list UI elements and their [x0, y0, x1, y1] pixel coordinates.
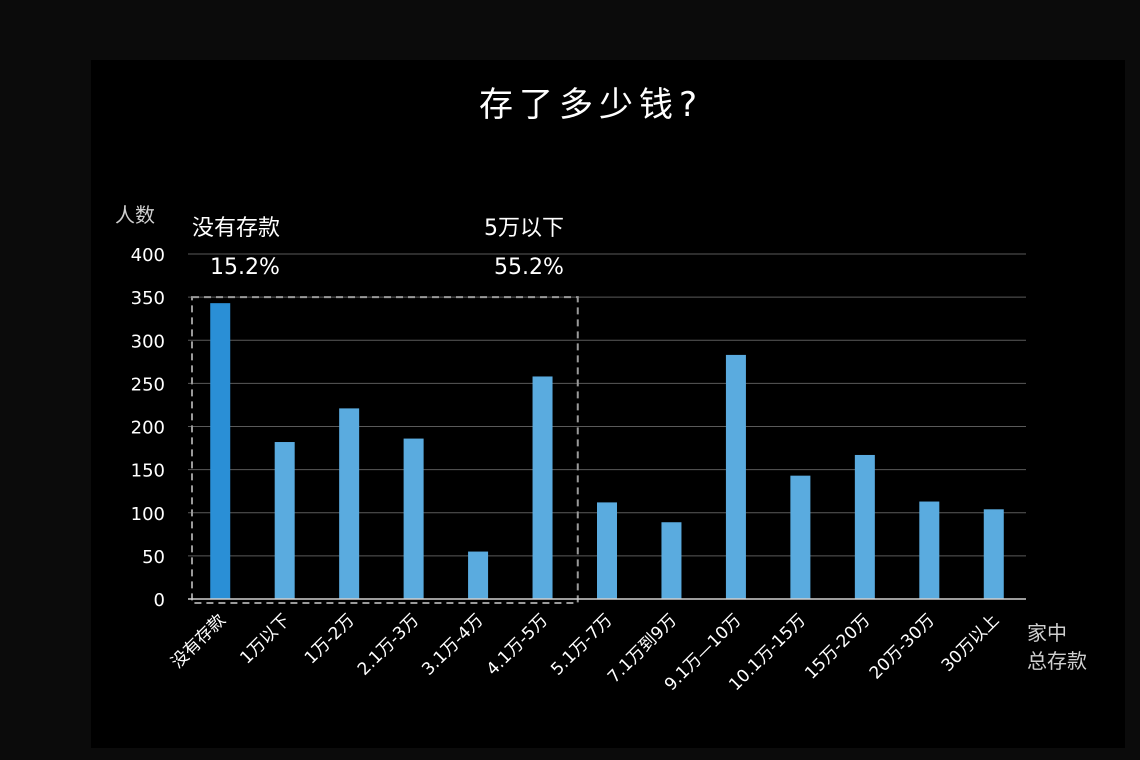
bar-3 — [403, 438, 424, 599]
y-tick-label: 400 — [131, 245, 165, 266]
bar-5 — [532, 376, 553, 599]
x-axis-label: 家中总存款 — [1027, 621, 1087, 673]
x-tick-label: 5.1万-7万 — [547, 610, 616, 679]
dashed-highlight-box — [191, 296, 579, 604]
bar-1 — [274, 442, 295, 599]
x-tick-label: 30万以上 — [938, 610, 1004, 676]
bar-12 — [983, 509, 1004, 599]
chart-slide: 存了多少钱? 人数 0 50 100 150 200 250 300 350 400 没有存款 1… — [91, 60, 1125, 748]
x-tick-label: 15万-20万 — [801, 610, 874, 683]
annotation-under-5w-label: 5万以下 — [484, 216, 564, 241]
annotation-under-5w: 5万以下 55.2% — [484, 216, 564, 280]
bar-9 — [790, 475, 811, 599]
annotation-no-savings-label: 没有存款 — [192, 216, 280, 241]
x-tick-label: 1万-2万 — [301, 610, 359, 668]
x-tick-label: 没有存款 — [168, 610, 230, 672]
bar-8 — [725, 354, 746, 599]
bar-2 — [339, 408, 360, 599]
y-axis-label: 人数 — [115, 203, 155, 227]
bar-6 — [597, 502, 617, 599]
x-tick-labels: 没有存款 1万以下 1万-2万2.1万-3万3.1万-4万4.1万-5万5.1万-7… — [168, 610, 1004, 695]
chart-title: 存了多少钱? — [479, 85, 703, 125]
y-tick-label: 300 — [131, 331, 165, 352]
y-tick-label: 250 — [131, 374, 165, 395]
annotation-under-5w-value: 55.2% — [494, 255, 564, 280]
annotation-no-savings-value: 15.2% — [210, 255, 280, 280]
y-tick-label: 200 — [131, 418, 165, 439]
annotation-no-savings: 没有存款 15.2% — [192, 216, 280, 280]
bar-0 — [210, 303, 231, 599]
bar-7 — [661, 522, 682, 599]
x-tick-label: 1万以下 — [236, 610, 294, 668]
bar-11 — [919, 501, 940, 599]
x-tick-label: 20万-30万 — [866, 610, 939, 683]
bar-4 — [468, 551, 489, 599]
y-tick-label: 350 — [131, 288, 165, 309]
y-tick-label: 50 — [142, 547, 165, 568]
y-tick-label: 150 — [131, 461, 165, 482]
y-tick-label: 100 — [131, 504, 165, 525]
bars — [210, 303, 1004, 599]
y-tick-labels: 0 50 100 150 200 250 300 350 400 — [131, 245, 165, 611]
x-tick-label: 3.1万-4万 — [418, 610, 487, 679]
x-tick-label: 2.1万-3万 — [354, 610, 423, 679]
x-tick-label: 4.1万-5万 — [483, 610, 552, 679]
bar-10 — [854, 454, 875, 599]
y-tick-label: 0 — [154, 590, 165, 611]
